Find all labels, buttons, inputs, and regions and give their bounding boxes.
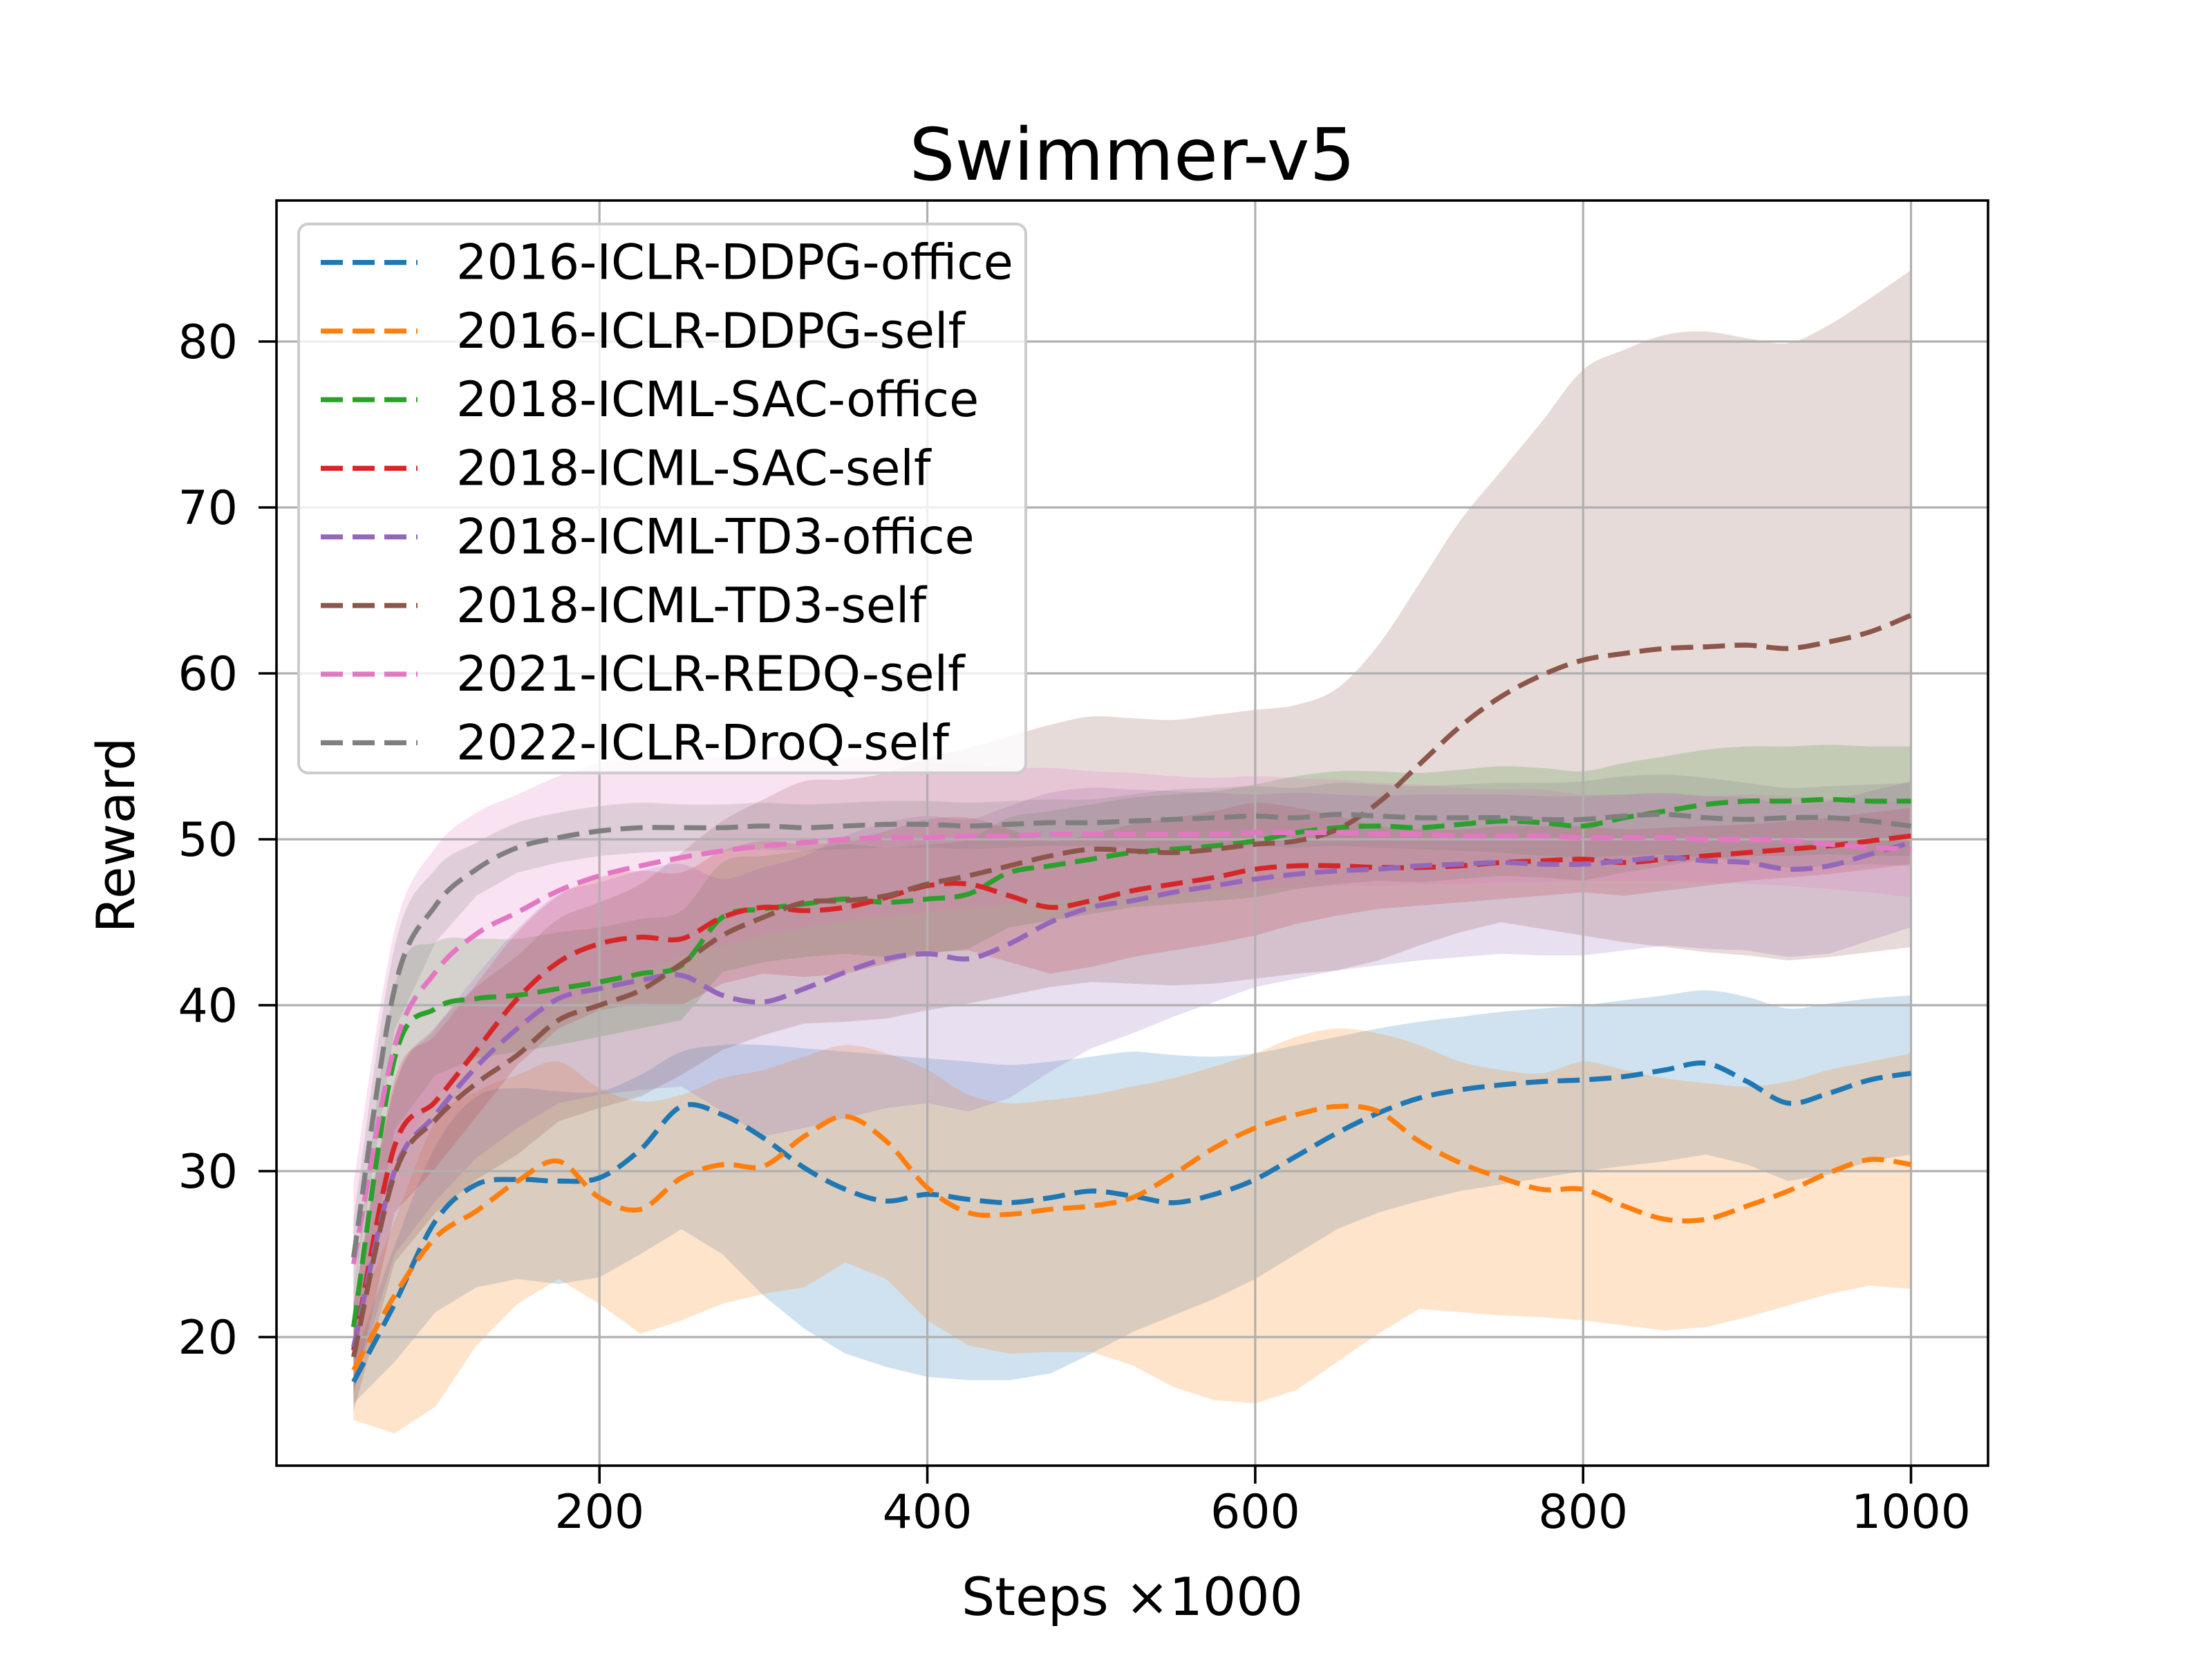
- legend-item-2018-ICML-SAC-office: 2018-ICML-SAC-office: [321, 371, 979, 428]
- x-tick-label: 800: [1538, 1485, 1628, 1540]
- legend-item-2018-ICML-SAC-self: 2018-ICML-SAC-self: [321, 440, 932, 496]
- legend-item-2016-ICLR-DDPG-office: 2016-ICLR-DDPG-office: [321, 234, 1013, 291]
- legend-item-2016-ICLR-DDPG-self: 2016-ICLR-DDPG-self: [321, 303, 966, 360]
- band-2022-ICLR-DroQ-self: [353, 774, 1911, 1296]
- x-tick-label: 400: [883, 1485, 973, 1540]
- legend-box: [297, 223, 1027, 774]
- y-tick-label: 80: [178, 315, 238, 370]
- band-2016-ICLR-DDPG-self: [353, 1028, 1911, 1434]
- x-tick-label: 1000: [1851, 1485, 1971, 1540]
- line-2016-ICLR-DDPG-self: [351, 1103, 1912, 1372]
- legend-label: 2022-ICLR-DroQ-self: [456, 714, 950, 771]
- x-tick-label: 200: [554, 1485, 644, 1540]
- y-tick-label: 20: [178, 1311, 238, 1365]
- plot-border: [275, 199, 1989, 1467]
- mean-lines-layer: [350, 613, 1912, 1383]
- band-2018-ICML-SAC-self: [353, 803, 1911, 1395]
- y-axis-label: Reward: [85, 737, 147, 933]
- chart-title: Swimmer-v5: [909, 113, 1355, 197]
- band-2021-ICLR-REDQ-self: [353, 756, 1911, 1345]
- band-2018-ICML-TD3-self: [353, 270, 1911, 1412]
- legend-label: 2018-ICML-SAC-self: [456, 440, 932, 496]
- legend-item-2018-ICML-TD3-self: 2018-ICML-TD3-self: [321, 577, 927, 634]
- x-tick-label: 600: [1210, 1485, 1300, 1540]
- legend: 2016-ICLR-DDPG-office 2016-ICLR-DDPG-self…: [297, 223, 1027, 774]
- y-tick-label: 60: [178, 647, 238, 702]
- legend-item-2018-ICML-TD3-office: 2018-ICML-TD3-office: [321, 509, 975, 566]
- line-2018-ICML-SAC-office: [350, 796, 1911, 1328]
- legend-label: 2016-ICLR-DDPG-self: [456, 303, 966, 360]
- axes-layer: [259, 199, 1989, 1484]
- legend-item-2022-ICLR-DroQ-self: 2022-ICLR-DroQ-self: [321, 714, 950, 771]
- band-2018-ICML-SAC-office: [353, 745, 1911, 1362]
- y-tick-label: 30: [178, 1145, 238, 1199]
- tick-labels-layer: 200 400 600 800 1000 20 30 40 50 60 70 80: [178, 315, 1971, 1540]
- line-2018-ICML-TD3-self: [350, 613, 1912, 1358]
- y-tick-label: 70: [178, 481, 238, 536]
- legend-item-2021-ICLR-REDQ-self: 2021-ICLR-REDQ-self: [321, 646, 966, 702]
- legend-label: 2018-ICML-SAC-office: [456, 371, 979, 428]
- y-tick-label: 40: [178, 979, 238, 1034]
- confidence-bands-layer: [353, 270, 1911, 1434]
- line-2021-ICLR-REDQ-self: [350, 830, 1911, 1265]
- legend-label: 2018-ICML-TD3-self: [456, 577, 927, 634]
- band-2018-ICML-TD3-office: [353, 781, 1911, 1390]
- legend-label: 2018-ICML-TD3-office: [456, 509, 975, 566]
- legend-label: 2016-ICLR-DDPG-office: [456, 234, 1013, 291]
- line-2018-ICML-TD3-office: [350, 840, 1912, 1348]
- legend-label: 2021-ICLR-REDQ-self: [456, 646, 966, 702]
- y-tick-label: 50: [178, 813, 238, 868]
- x-axis-label: Steps ×1000: [962, 1566, 1303, 1627]
- line-2016-ICLR-DDPG-office: [351, 1060, 1912, 1383]
